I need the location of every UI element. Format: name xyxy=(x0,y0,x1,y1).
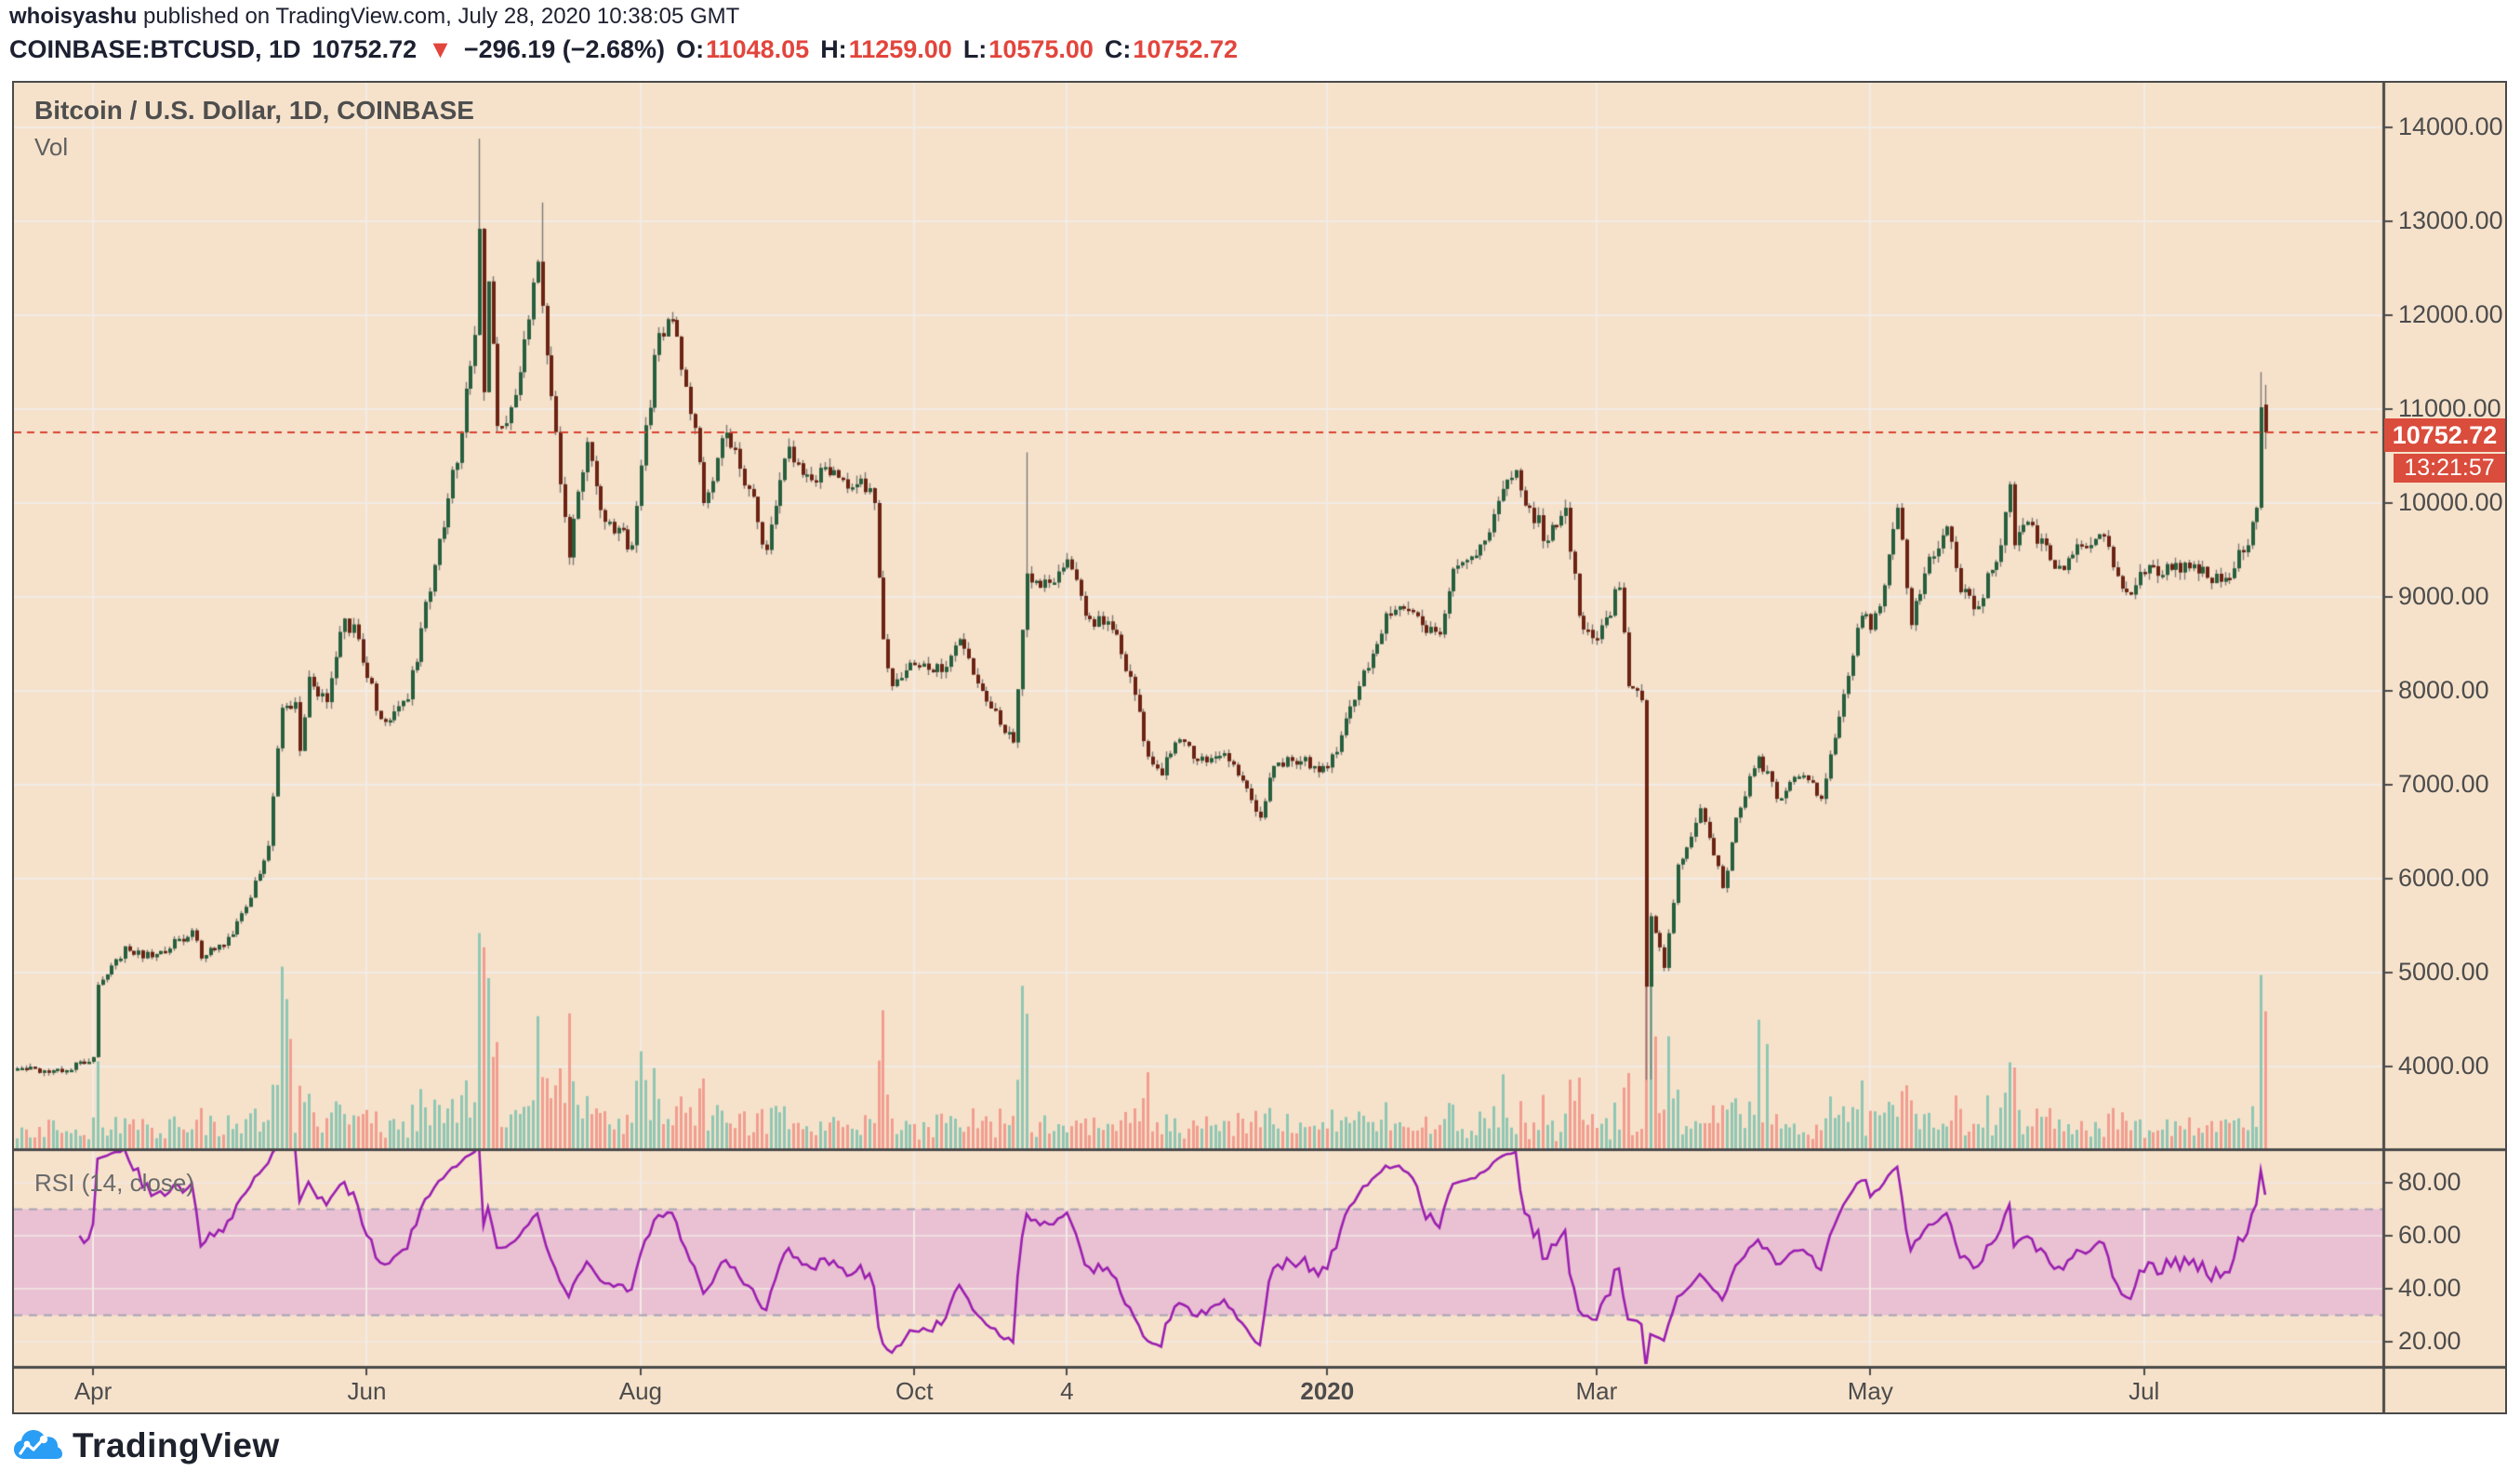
chart-area: Bitcoin / U.S. Dollar, 1D, COINBASE Vol … xyxy=(12,81,2507,1414)
last-price: 10752.72 xyxy=(312,35,418,63)
down-arrow-icon: ▼ xyxy=(428,35,453,63)
high-value: H: 11259.00 xyxy=(820,35,952,63)
symbol-name: COINBASE:BTCUSD, 1D xyxy=(9,35,301,63)
tradingview-logo[interactable]: TradingView xyxy=(13,1426,280,1465)
chart-canvas[interactable] xyxy=(14,83,2505,1412)
close-value: C: 10752.72 xyxy=(1104,35,1239,63)
publish-info: published on TradingView.com, July 28, 2… xyxy=(137,4,740,29)
author-name: whoisyashu xyxy=(9,4,138,29)
publish-header: whoisyashu published on TradingView.com,… xyxy=(9,4,739,30)
tradingview-cloud-icon xyxy=(14,1430,62,1459)
price-change: −296.19 (−2.68%) xyxy=(463,35,666,63)
open-value: O: 11048.05 xyxy=(676,35,810,63)
low-value: L: 10575.00 xyxy=(962,35,1094,63)
tradingview-brand-text: TradingView xyxy=(73,1426,280,1464)
symbol-info-row: COINBASE:BTCUSD, 1D 10752.72 ▼ −296.19 (… xyxy=(9,35,1238,64)
